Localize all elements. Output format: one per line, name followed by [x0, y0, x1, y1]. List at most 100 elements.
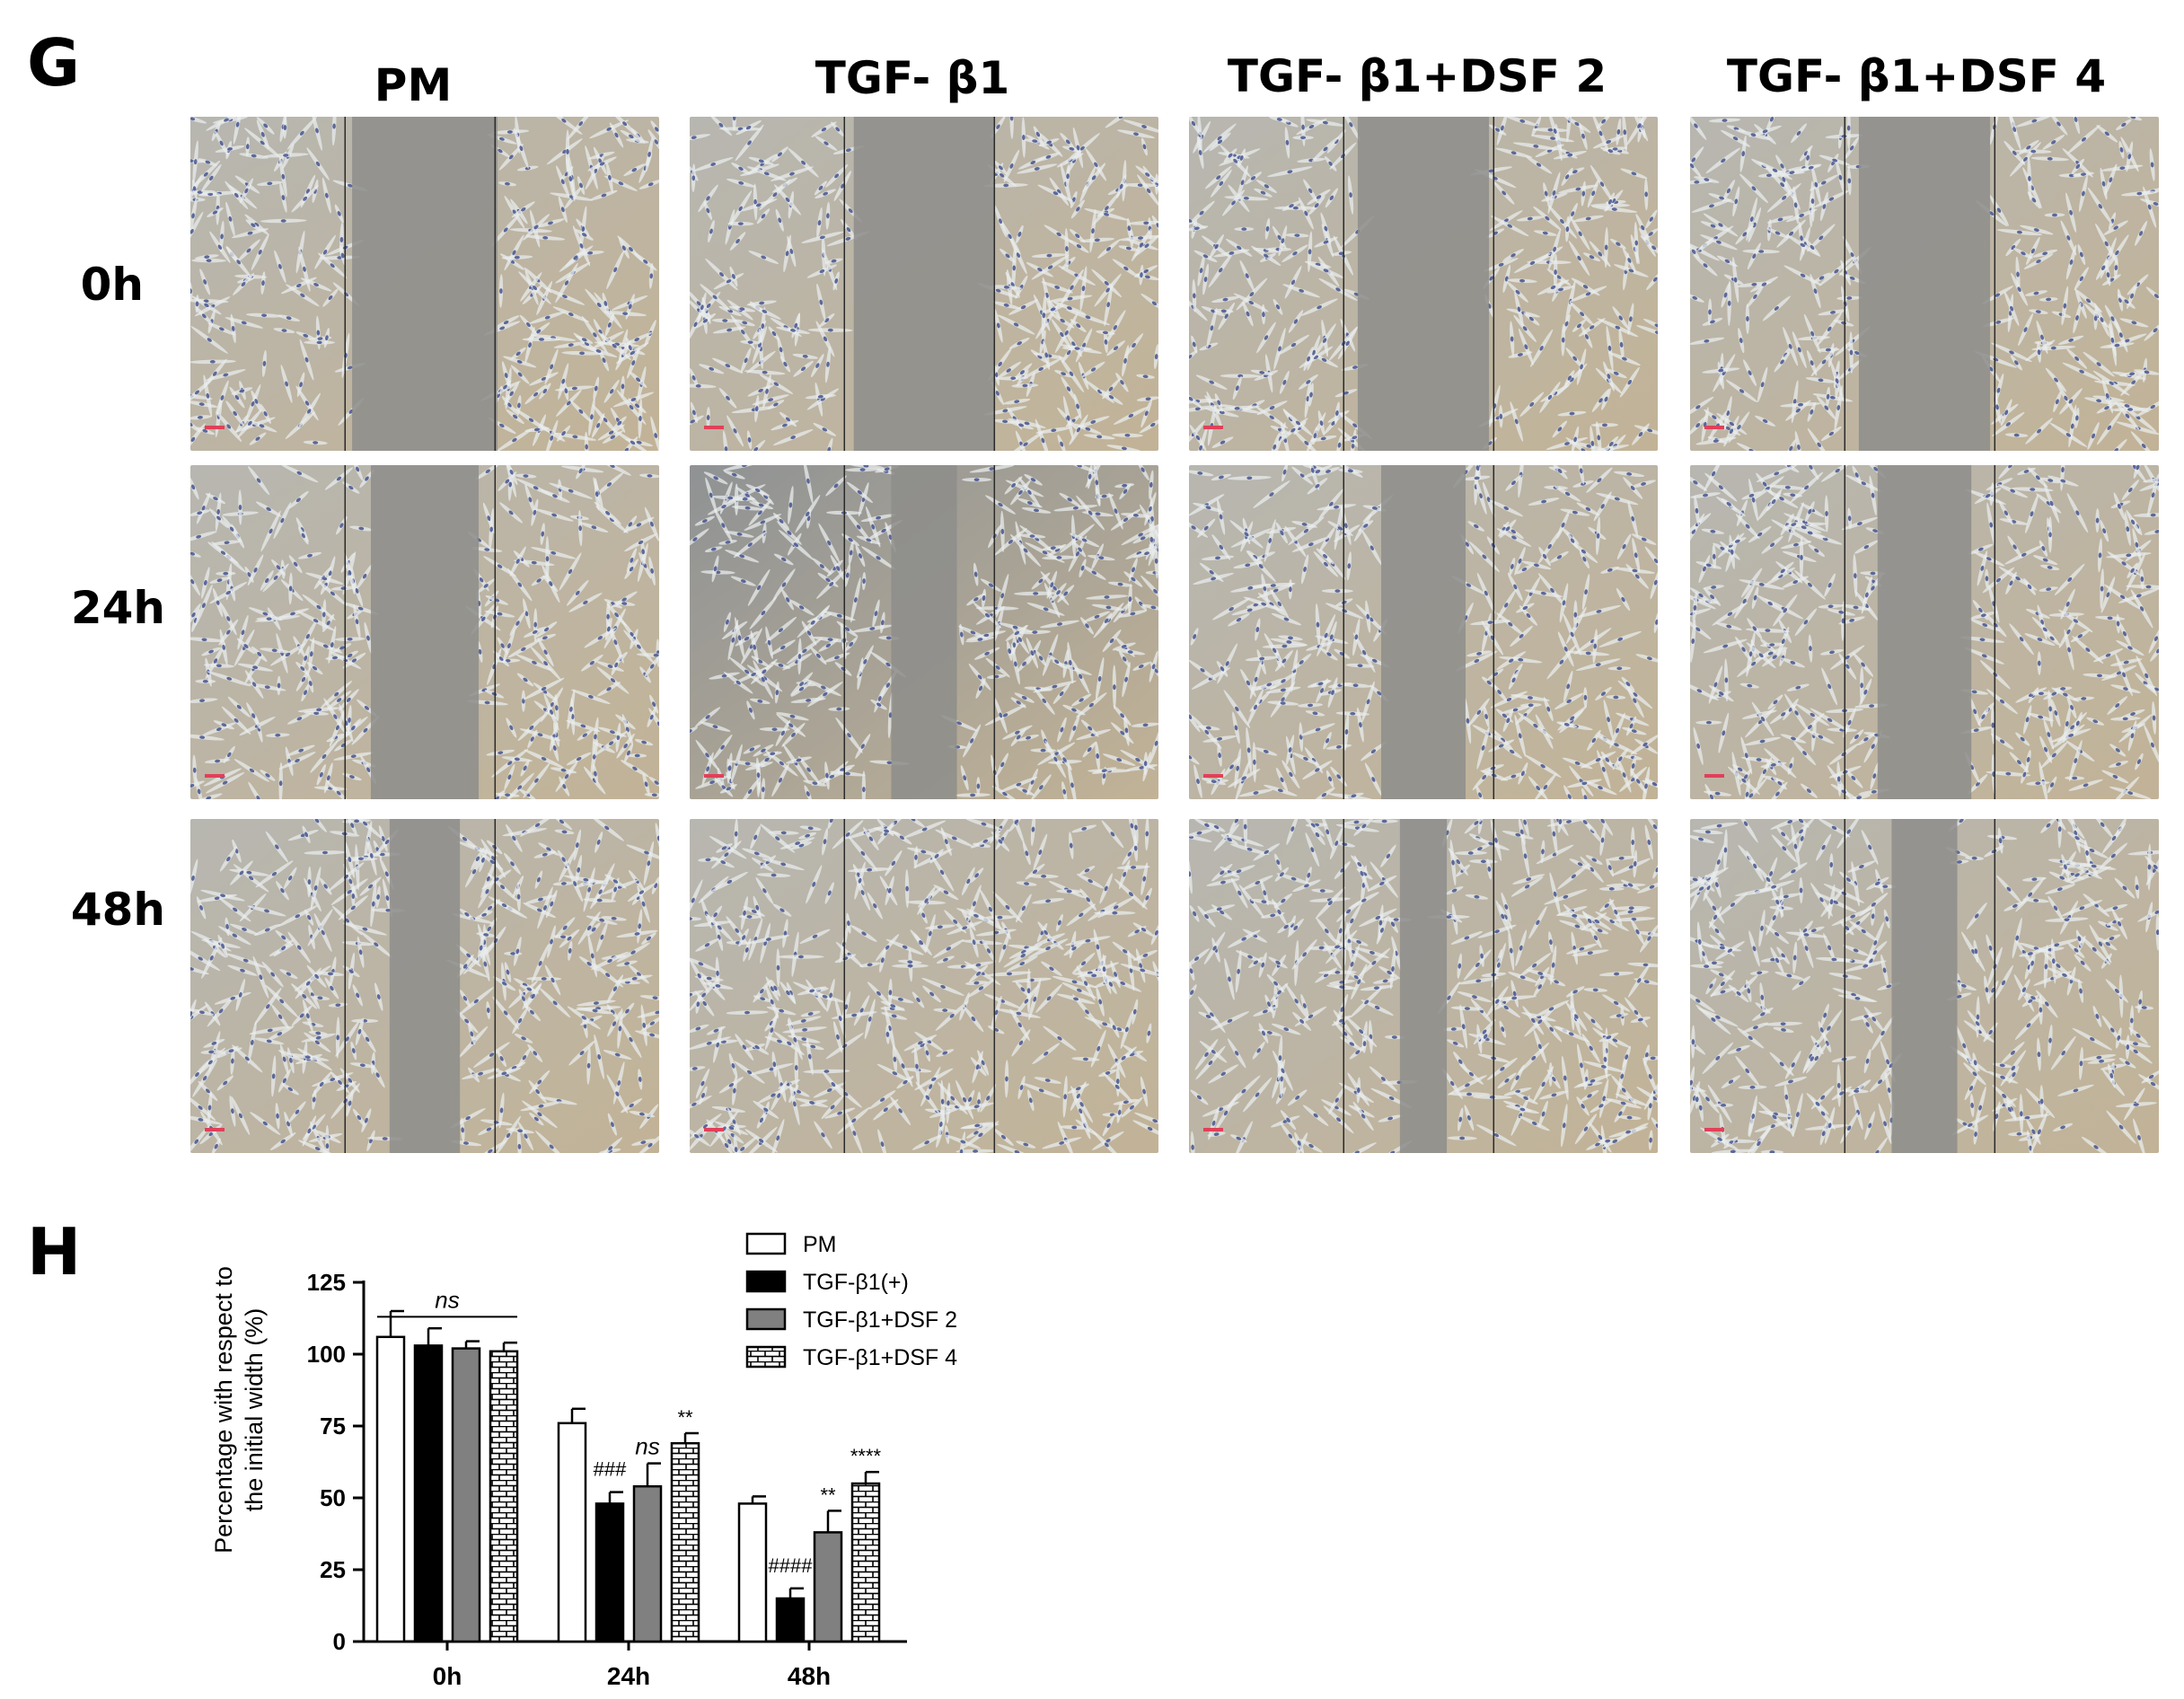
cell-layer	[1189, 117, 1658, 451]
scratch-gap	[891, 465, 957, 799]
cell-layer	[690, 117, 1158, 451]
y-tick-label: 50	[320, 1484, 346, 1511]
micrograph-image	[190, 819, 659, 1153]
cell-layer	[690, 819, 1158, 1153]
significance-label: ###	[594, 1458, 627, 1481]
scratch-gap	[1858, 117, 1991, 451]
column-header-pm: PM	[374, 59, 453, 111]
x-tick-label: 0h	[433, 1662, 462, 1690]
column-header-tgf-b1-dsf2: TGF- β1+DSF 2	[1227, 50, 1607, 102]
row-header-0h: 0h	[80, 259, 144, 311]
wound-closure-bar-chart: Percentage with respect to the initial w…	[210, 1232, 957, 1690]
scratch-gap	[352, 117, 498, 451]
legend-swatch	[745, 1345, 787, 1369]
scale-bar	[704, 426, 724, 429]
scale-bar	[1704, 426, 1724, 429]
micrograph-image	[1189, 117, 1658, 451]
micrograph-image	[1690, 117, 2159, 451]
row-header-24h: 24h	[70, 582, 165, 634]
scale-bar	[704, 774, 724, 778]
scale-bar	[1203, 426, 1223, 429]
scale-bar	[1704, 1128, 1724, 1131]
legend-swatch	[745, 1270, 787, 1293]
micrograph-image	[1690, 819, 2159, 1153]
micrograph-1-4	[1690, 117, 2159, 451]
scale-bar	[1704, 774, 1724, 778]
y-tick-label: 125	[307, 1269, 346, 1296]
micrograph-image	[1189, 819, 1658, 1153]
scratch-gap	[1357, 117, 1490, 451]
bar-1-2	[632, 1484, 663, 1643]
micrograph-3-4	[1690, 819, 2159, 1153]
legend-swatch	[745, 1307, 787, 1331]
y-tick-label: 25	[320, 1556, 346, 1583]
legend-swatch	[745, 1232, 787, 1255]
micrograph-3-2	[690, 819, 1158, 1153]
bar-1-3	[670, 1441, 700, 1643]
scale-bar	[1203, 774, 1223, 778]
y-tick-label: 0	[333, 1628, 346, 1655]
bar-0-1	[413, 1344, 444, 1643]
panel-h-letter: H	[27, 1214, 82, 1290]
significance-label: **	[820, 1483, 836, 1506]
micrograph-image	[1189, 465, 1658, 799]
bar-1-1	[594, 1502, 625, 1643]
legend-label: TGF-β1+DSF 4	[803, 1345, 957, 1370]
cell-layer	[1690, 819, 2159, 1153]
y-axis-label-line-1: Percentage with respect to	[210, 1266, 237, 1554]
micrograph-image	[190, 465, 659, 799]
micrograph-1-1	[190, 117, 659, 451]
micrograph-2-2	[690, 465, 1158, 799]
column-header-tgf-b1-dsf4: TGF- β1+DSF 4	[1726, 50, 2107, 102]
significance-label: **	[677, 1406, 693, 1429]
micrograph-1-3	[1189, 117, 1658, 451]
x-tick-label: 48h	[788, 1662, 831, 1690]
significance-label: ****	[850, 1445, 882, 1467]
cell-layer	[690, 465, 1158, 799]
cell-layer	[1189, 465, 1658, 799]
bar-2-3	[850, 1482, 881, 1643]
scale-bar	[205, 774, 225, 778]
column-header-tgf-b1: TGF- β1	[815, 52, 1010, 104]
scale-bar	[205, 426, 225, 429]
cell-layer	[190, 117, 659, 451]
bar-2-1	[775, 1597, 806, 1643]
bar-0-3	[489, 1350, 519, 1643]
x-tick-label: 24h	[607, 1662, 650, 1690]
legend-label: TGF-β1+DSF 2	[803, 1307, 957, 1333]
micrograph-image	[190, 117, 659, 451]
micrograph-2-3	[1189, 465, 1658, 799]
scratch-gap	[370, 465, 480, 799]
row-header-48h: 48h	[70, 884, 165, 936]
cell-layer	[1189, 819, 1658, 1153]
micrograph-2-1	[190, 465, 659, 799]
bar-2-2	[813, 1531, 843, 1643]
legend-label: TGF-β1(+)	[803, 1270, 909, 1295]
micrograph-image	[690, 465, 1158, 799]
scratch-gap	[853, 117, 995, 451]
legend-label: PM	[803, 1232, 837, 1257]
y-tick-label: 100	[307, 1341, 346, 1368]
scale-bar	[205, 1128, 225, 1131]
micrograph-2-4	[1690, 465, 2159, 799]
scale-bar	[704, 1128, 724, 1131]
micrograph-image	[690, 117, 1158, 451]
bar-1-0	[557, 1422, 587, 1643]
micrograph-3-1	[190, 819, 659, 1153]
scratch-gap	[1891, 819, 1958, 1153]
micrograph-image	[690, 819, 1158, 1153]
cell-layer	[1690, 117, 2159, 451]
scratch-gap	[389, 819, 461, 1153]
bar-2-0	[737, 1502, 768, 1643]
significance-label: ns	[635, 1433, 659, 1460]
scale-bar	[1203, 1128, 1223, 1131]
micrograph-3-3	[1189, 819, 1658, 1153]
cell-layer	[1690, 465, 2159, 799]
y-axis-label-line-2: the initial width (%)	[241, 1308, 268, 1512]
significance-label: ns	[435, 1286, 459, 1313]
micrograph-image	[1690, 465, 2159, 799]
scratch-gap	[1399, 819, 1448, 1153]
scratch-gap	[1877, 465, 1972, 799]
cell-layer	[190, 819, 659, 1153]
significance-label: ####	[769, 1554, 814, 1577]
